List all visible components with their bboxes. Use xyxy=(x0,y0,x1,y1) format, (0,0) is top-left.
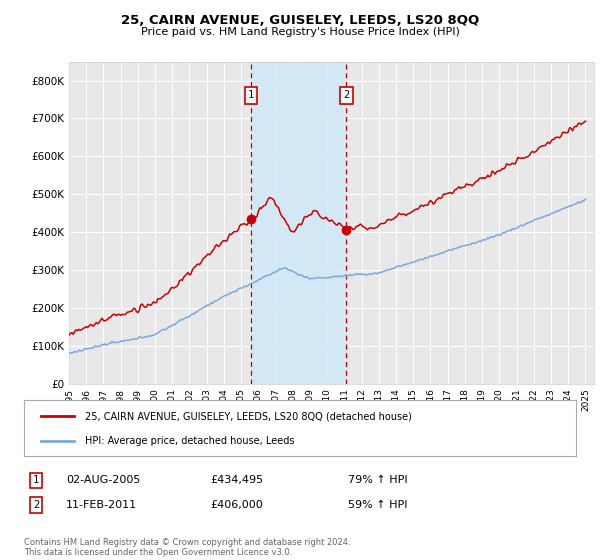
Text: 2: 2 xyxy=(33,500,39,510)
Text: £434,495: £434,495 xyxy=(210,475,263,486)
Text: HPI: Average price, detached house, Leeds: HPI: Average price, detached house, Leed… xyxy=(85,436,294,446)
Text: 1: 1 xyxy=(248,90,254,100)
Text: 2: 2 xyxy=(343,90,350,100)
Text: Contains HM Land Registry data © Crown copyright and database right 2024.
This d: Contains HM Land Registry data © Crown c… xyxy=(24,538,350,557)
Text: 25, CAIRN AVENUE, GUISELEY, LEEDS, LS20 8QQ: 25, CAIRN AVENUE, GUISELEY, LEEDS, LS20 … xyxy=(121,14,479,27)
Text: 02-AUG-2005: 02-AUG-2005 xyxy=(66,475,140,486)
Text: 79% ↑ HPI: 79% ↑ HPI xyxy=(348,475,407,486)
Bar xyxy=(251,62,346,384)
Text: Price paid vs. HM Land Registry's House Price Index (HPI): Price paid vs. HM Land Registry's House … xyxy=(140,27,460,37)
Text: 25, CAIRN AVENUE, GUISELEY, LEEDS, LS20 8QQ (detached house): 25, CAIRN AVENUE, GUISELEY, LEEDS, LS20 … xyxy=(85,411,412,421)
Text: £406,000: £406,000 xyxy=(210,500,263,510)
Text: 1: 1 xyxy=(33,475,39,486)
Text: 59% ↑ HPI: 59% ↑ HPI xyxy=(348,500,407,510)
Text: 11-FEB-2011: 11-FEB-2011 xyxy=(66,500,137,510)
